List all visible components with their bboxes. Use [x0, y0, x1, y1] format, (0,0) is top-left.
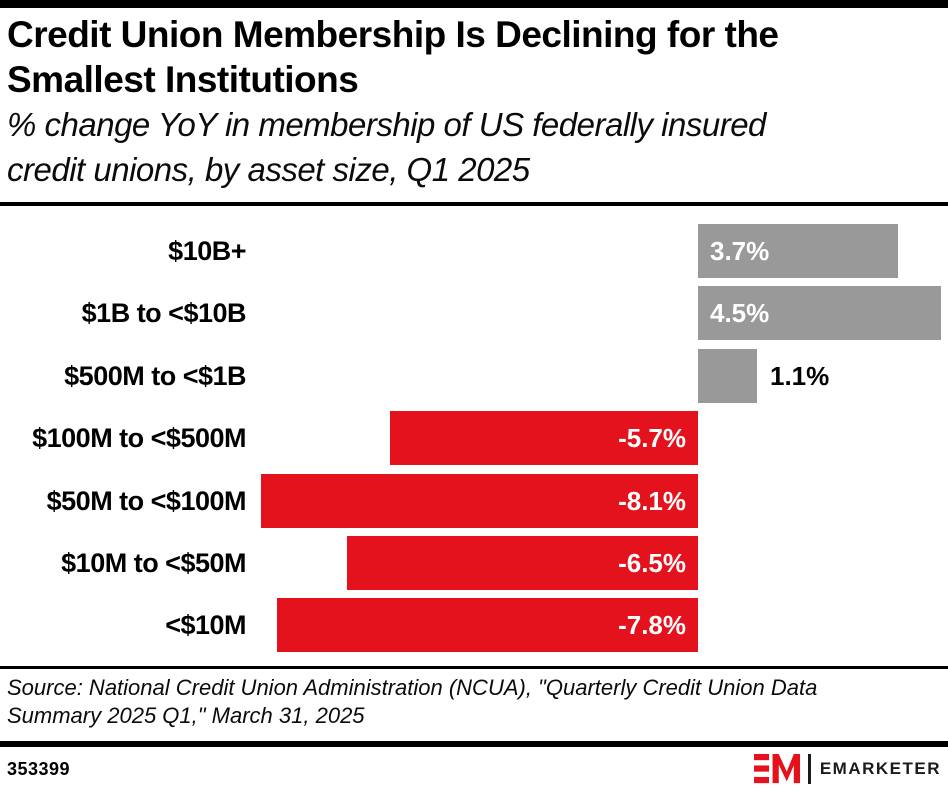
footer: 353399 EMARKETER: [7, 750, 941, 788]
category-label: $100M to <$500M: [32, 423, 246, 453]
top-black-bar: [0, 0, 948, 8]
value-label: 1.1%: [770, 361, 830, 391]
divider-under-subtitle: [0, 202, 948, 206]
chart-row: $500M to <$1B 1.1%: [0, 349, 948, 403]
category-label: $500M to <$1B: [64, 361, 246, 391]
value-label: -8.1%: [618, 486, 686, 516]
chart-subtitle-line1: % change YoY in membership of US federal…: [7, 106, 766, 143]
category-label: $1B to <$10B: [81, 298, 247, 328]
bar-negative: [277, 598, 698, 652]
divider-above-source: [0, 666, 948, 669]
chart-title-line1: Credit Union Membership Is Declining for…: [7, 14, 779, 55]
bar-positive: [698, 286, 941, 340]
bar-positive: [698, 349, 757, 403]
value-label: -5.7%: [618, 423, 686, 453]
chart-row: $10M to <$50M -6.5%: [0, 536, 948, 590]
category-label: <$10M: [165, 610, 246, 640]
category-label: $10B+: [168, 236, 246, 266]
chart-title: Credit Union Membership Is Declining for…: [7, 12, 907, 102]
chart-row: $1B to <$10B 4.5%: [0, 286, 948, 340]
emarketer-logo: EMARKETER: [753, 753, 941, 785]
chart-id: 353399: [7, 758, 71, 779]
category-label: $10M to <$50M: [61, 548, 246, 578]
bar-negative: [261, 474, 698, 528]
category-label: $50M to <$100M: [46, 486, 247, 516]
divider-bottom-thick: [0, 741, 948, 747]
value-label: -6.5%: [618, 548, 686, 578]
em-logo-icon: [753, 753, 800, 784]
chart-row: <$10M -7.8%: [0, 598, 948, 652]
chart-subtitle: % change YoY in membership of US federal…: [7, 102, 941, 192]
bar-negative: [347, 536, 698, 590]
brand-name: EMARKETER: [819, 759, 941, 778]
value-label: -7.8%: [618, 610, 686, 640]
value-label: 4.5%: [710, 298, 770, 328]
chart-title-line2: Smallest Institutions: [7, 59, 359, 100]
chart-row: $10B+ 3.7%: [0, 224, 948, 278]
source-line1: Source: National Credit Union Administra…: [7, 675, 818, 700]
value-label: 3.7%: [710, 236, 770, 266]
logo-divider: [807, 754, 811, 784]
source-line2: Summary 2025 Q1," March 31, 2025: [7, 703, 365, 728]
chart-row: $100M to <$500M -5.7%: [0, 411, 948, 465]
source-note: Source: National Credit Union Administra…: [7, 674, 937, 730]
bar-negative: [390, 411, 698, 465]
chart-subtitle-line2: credit unions, by asset size, Q1 2025: [7, 151, 530, 188]
chart-row: $50M to <$100M -8.1%: [0, 474, 948, 528]
bar-chart: $10B+ 3.7% $1B to <$10B 4.5% $500M to <$1B 1.…: [0, 224, 948, 656]
bar-positive: [698, 224, 898, 278]
